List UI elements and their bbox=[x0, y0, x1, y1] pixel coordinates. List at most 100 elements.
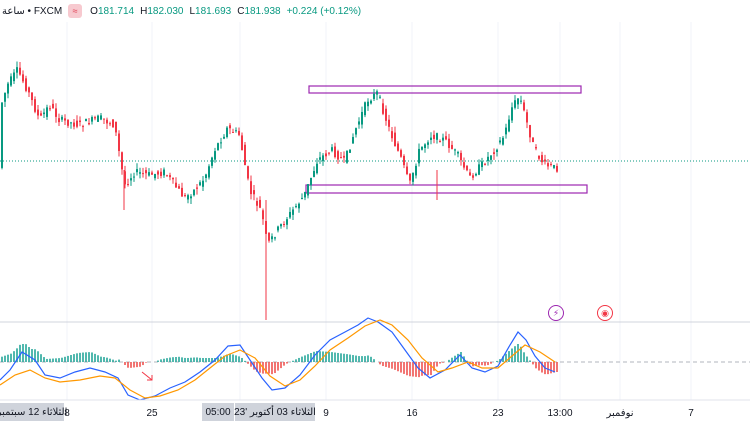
x-label-25: 25 bbox=[146, 408, 158, 419]
candle-body bbox=[118, 133, 120, 152]
symbol-title[interactable]: ساعة • FXCM bbox=[2, 5, 63, 17]
histogram-bar bbox=[451, 357, 453, 362]
candle-body bbox=[451, 144, 453, 149]
histogram-bar bbox=[355, 355, 357, 362]
histogram-bar bbox=[232, 354, 234, 362]
histogram-bar bbox=[226, 354, 228, 362]
candle-body bbox=[88, 123, 90, 125]
x-label-7: 7 bbox=[688, 408, 694, 419]
record-icon[interactable]: ◉ bbox=[597, 305, 613, 321]
histogram-bar bbox=[526, 356, 528, 362]
candle-body bbox=[280, 224, 282, 227]
histogram-bar bbox=[370, 356, 372, 362]
candle-body bbox=[130, 178, 132, 181]
candle-body bbox=[166, 175, 168, 177]
candle-body bbox=[514, 100, 516, 108]
candle-body bbox=[310, 177, 312, 186]
histogram-bar bbox=[184, 357, 186, 362]
candle-body bbox=[256, 201, 258, 206]
histogram-bar bbox=[265, 362, 267, 374]
candle-body bbox=[556, 166, 558, 172]
histogram-bar bbox=[55, 358, 57, 362]
close-value: 181.938 bbox=[244, 5, 281, 17]
histogram-bar bbox=[181, 357, 183, 362]
candle-body bbox=[454, 149, 456, 151]
histogram-bar bbox=[115, 360, 117, 362]
histogram-bar bbox=[292, 360, 294, 362]
histogram-bar bbox=[16, 348, 18, 362]
candle-body bbox=[490, 155, 492, 160]
histogram-bar bbox=[454, 355, 456, 362]
candle-body bbox=[412, 172, 414, 182]
candle-body bbox=[202, 180, 204, 187]
candle-body bbox=[106, 119, 108, 124]
candle-body bbox=[364, 102, 366, 116]
histogram-bar bbox=[79, 352, 81, 362]
histogram-bar bbox=[499, 359, 501, 362]
histogram-bar bbox=[46, 358, 48, 362]
waves-icon[interactable]: ≈ bbox=[68, 4, 83, 18]
histogram-bar bbox=[136, 362, 138, 368]
candle-body bbox=[346, 150, 348, 163]
candle-body bbox=[286, 219, 288, 225]
histogram-bar bbox=[460, 352, 462, 362]
lightning-icon[interactable]: ⚡ bbox=[548, 305, 564, 321]
x-label-16: 16 bbox=[406, 408, 418, 419]
candle-body bbox=[109, 123, 111, 125]
candle-body bbox=[235, 130, 237, 132]
candle-body bbox=[217, 143, 219, 151]
candle-body bbox=[61, 116, 63, 120]
histogram-bar bbox=[301, 356, 303, 362]
candle-body bbox=[208, 166, 210, 178]
candle-body bbox=[37, 109, 39, 116]
candle-body bbox=[343, 155, 345, 158]
candle-body bbox=[49, 108, 51, 110]
high-value: 182.030 bbox=[147, 5, 184, 17]
histogram-bar bbox=[553, 362, 555, 373]
histogram-bar bbox=[34, 349, 36, 362]
candle-body bbox=[67, 119, 69, 126]
resistance-rectangle[interactable] bbox=[308, 85, 582, 94]
candle-body bbox=[268, 232, 270, 241]
histogram-bar bbox=[433, 362, 435, 371]
candle-body bbox=[169, 175, 171, 178]
histogram-bar bbox=[211, 358, 213, 362]
candle-body bbox=[28, 87, 30, 93]
candle-body bbox=[475, 173, 477, 176]
histogram-bar bbox=[160, 359, 162, 362]
histogram-bar bbox=[496, 360, 498, 362]
candle-body bbox=[391, 131, 393, 139]
candle-body bbox=[157, 171, 159, 175]
x-label-1300: 13:00 bbox=[547, 408, 573, 419]
candle-body bbox=[331, 147, 333, 151]
histogram-bar bbox=[400, 362, 402, 373]
candle-body bbox=[433, 134, 435, 139]
histogram-bar bbox=[49, 358, 51, 362]
candle-body bbox=[508, 119, 510, 132]
support-rectangle[interactable] bbox=[305, 184, 588, 194]
candle-body bbox=[352, 137, 354, 144]
candle-body bbox=[325, 153, 327, 157]
candle-body bbox=[160, 171, 162, 176]
histogram-bar bbox=[550, 362, 552, 374]
candle-body bbox=[79, 120, 81, 123]
candle-body bbox=[64, 118, 66, 121]
histogram-bar bbox=[118, 359, 120, 362]
histogram-bar bbox=[475, 362, 477, 366]
histogram-bar bbox=[535, 362, 537, 369]
histogram-bar bbox=[73, 354, 75, 362]
histogram-bar bbox=[457, 353, 459, 362]
candle-body bbox=[238, 130, 240, 135]
histogram-bar bbox=[319, 351, 321, 362]
candle-body bbox=[307, 184, 309, 196]
histogram-bar bbox=[523, 352, 525, 362]
candle-body bbox=[457, 151, 459, 154]
crosshair-date-box: الثلاثاء 03 أكتوبر '23 bbox=[234, 403, 316, 421]
candle-body bbox=[496, 149, 498, 152]
candle-body bbox=[517, 98, 519, 105]
histogram-bar bbox=[268, 362, 270, 374]
candle-body bbox=[415, 165, 417, 176]
candle-body bbox=[121, 152, 123, 170]
candle-body bbox=[397, 143, 399, 151]
